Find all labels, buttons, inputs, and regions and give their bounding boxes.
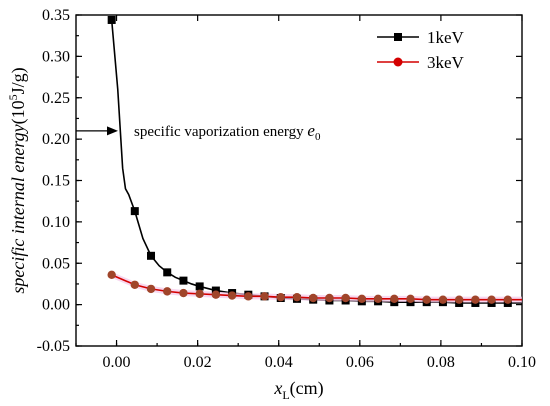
legend-marker-1kev (394, 33, 402, 41)
legend: 1keV 3keV (377, 28, 465, 72)
x-tick-label: 0.02 (184, 354, 212, 371)
annotation-arrow-head (107, 126, 118, 136)
point-3kev (244, 292, 253, 301)
y-tick-label: 0.30 (42, 48, 70, 65)
y-axis-ticks: -0.05 0.00 0.05 0.10 0.15 0.20 0.25 0.30 0.35 (37, 7, 522, 355)
vaporization-energy-annotation: specific vaporization energy e0 (76, 121, 321, 143)
point-1kev (147, 251, 156, 260)
point-3kev (130, 280, 139, 289)
legend-label-1kev: 1keV (427, 28, 465, 47)
y-tick-label: 0.10 (42, 214, 70, 231)
y-tick-label: 0.05 (42, 255, 70, 272)
annotation-text: specific vaporization energy e0 (134, 121, 321, 143)
point-3kev (487, 295, 496, 304)
point-3kev (260, 292, 269, 301)
point-1kev (179, 276, 188, 285)
y-tick-label: 0.00 (42, 297, 70, 314)
x-axis-title: xL(cm) (273, 378, 323, 402)
point-3kev (438, 295, 448, 304)
point-3kev (179, 288, 188, 298)
y-tick-label: -0.05 (37, 338, 70, 355)
point-3kev (503, 295, 513, 304)
x-tick-label: 0.00 (103, 354, 131, 371)
y-tick-label: 0.15 (42, 173, 70, 190)
point-3kev (146, 284, 156, 294)
point-3kev (406, 294, 415, 304)
legend-entry-3kev: 3keV (377, 53, 465, 72)
y-axis-title: specific internal energy(105J/g) (6, 67, 29, 293)
point-3kev (454, 295, 464, 304)
legend-entry-1kev: 1keV (377, 28, 465, 47)
x-tick-label: 0.10 (508, 354, 536, 371)
legend-marker-3kev (393, 57, 403, 67)
point-3kev (373, 294, 383, 304)
point-3kev (390, 294, 399, 304)
point-3kev (195, 289, 204, 299)
point-3kev (292, 292, 302, 302)
x-tick-label: 0.08 (427, 354, 455, 371)
y-tick-label: 0.20 (42, 131, 70, 148)
y-tick-label: 0.25 (42, 90, 70, 107)
point-3kev (211, 290, 221, 299)
legend-label-3kev: 3keV (427, 53, 465, 72)
y-tick-label: 0.35 (42, 7, 70, 24)
point-3kev (107, 270, 116, 280)
point-3kev (471, 295, 480, 304)
x-axis-ticks: 0.00 0.02 0.04 0.06 0.08 0.10 (75, 15, 536, 371)
point-1kev (107, 15, 116, 24)
point-3kev (276, 292, 285, 302)
x-tick-label: 0.06 (346, 354, 374, 371)
point-3kev (308, 293, 318, 303)
point-1kev (130, 207, 139, 216)
point-3kev (325, 293, 334, 303)
marker-layer (107, 15, 513, 307)
point-3kev (227, 291, 237, 300)
point-1kev (163, 268, 172, 277)
point-3kev (341, 293, 350, 303)
point-1kev (195, 282, 204, 291)
point-3kev (357, 294, 367, 304)
point-3kev (163, 287, 172, 296)
x-tick-label: 0.04 (265, 354, 293, 371)
point-3kev (422, 295, 431, 304)
